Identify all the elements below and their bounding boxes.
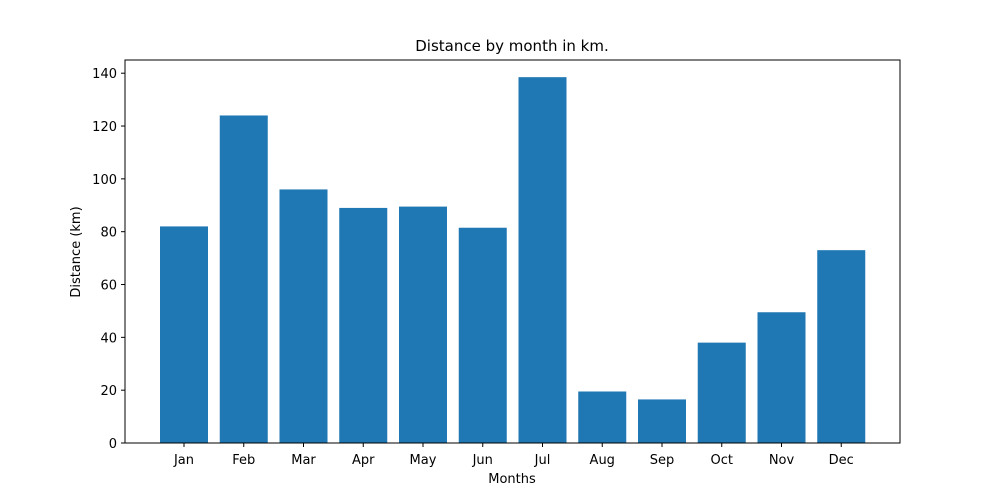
bar-apr <box>339 207 388 443</box>
y-tick-label: 120 <box>92 120 117 135</box>
x-axis-ticks: Jan Feb Mar Apr May Jun Jul Aug Sep Oct Nov Dec <box>173 443 854 468</box>
bar-jul <box>518 77 567 444</box>
y-tick-label: 60 <box>100 279 117 294</box>
x-tick-label: Jul <box>534 453 551 468</box>
x-tick-label: Feb <box>232 453 255 468</box>
y-tick-label: 20 <box>100 384 117 399</box>
x-tick-label: Aug <box>590 453 615 468</box>
x-tick-label: Jun <box>472 453 493 468</box>
x-tick-label: Jan <box>173 453 194 468</box>
y-axis-ticks: 0 20 40 60 80 100 120 140 <box>92 67 125 452</box>
y-axis-label: Distance (km) <box>69 206 84 297</box>
y-tick-label: 80 <box>100 226 117 241</box>
y-tick-label: 140 <box>92 67 117 82</box>
chart-title: Distance by month in km. <box>415 37 608 55</box>
y-tick-label: 40 <box>100 331 117 346</box>
x-tick-label: Apr <box>352 453 375 468</box>
bar-jun <box>458 227 507 443</box>
y-tick-label: 0 <box>109 437 117 452</box>
bar-mar <box>279 189 328 443</box>
x-tick-label: Dec <box>829 453 854 468</box>
x-tick-label: Sep <box>650 453 675 468</box>
x-tick-label: Mar <box>291 453 316 468</box>
x-tick-label: Nov <box>769 453 795 468</box>
plot-frame <box>124 59 901 444</box>
bar-may <box>399 206 447 443</box>
bar-jan <box>160 226 208 443</box>
x-tick-label: May <box>410 453 437 468</box>
x-axis-label: Months <box>488 472 536 487</box>
bar-oct <box>697 342 746 443</box>
bar-sep <box>638 399 686 443</box>
bar-feb <box>219 115 268 443</box>
bar-aug <box>578 391 627 443</box>
bar-dec <box>817 250 866 443</box>
bars-group <box>160 77 866 444</box>
y-tick-label: 100 <box>92 173 117 188</box>
x-tick-label: Oct <box>711 453 733 468</box>
bar-nov <box>757 312 806 443</box>
